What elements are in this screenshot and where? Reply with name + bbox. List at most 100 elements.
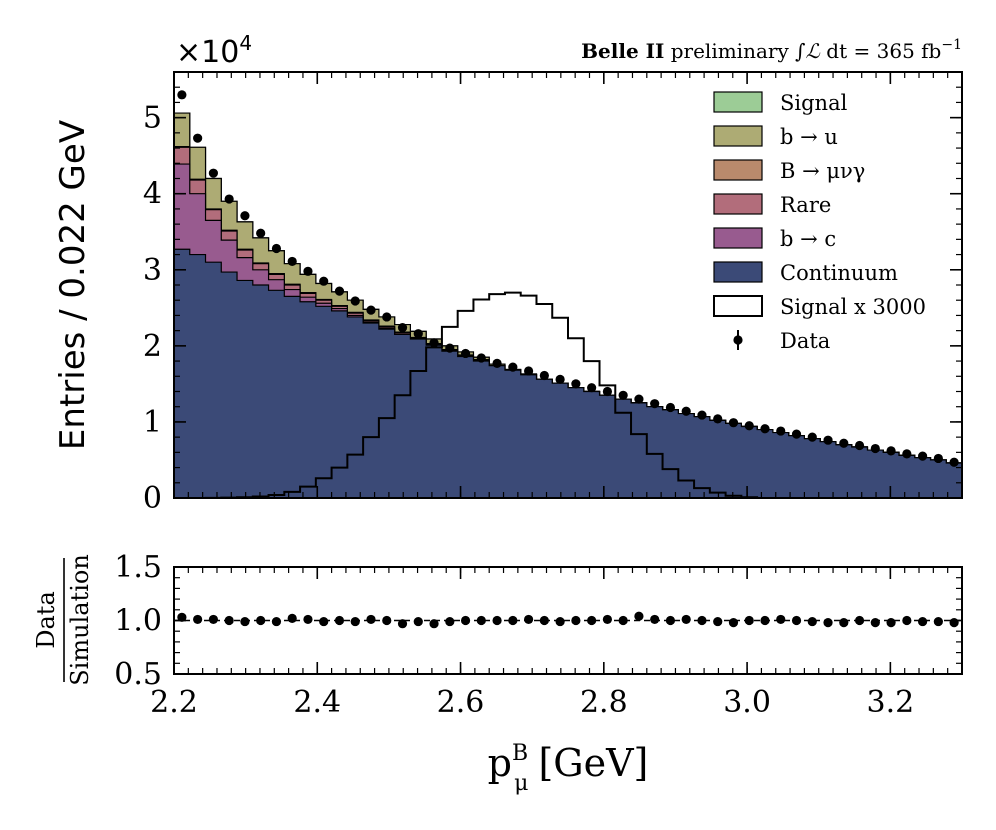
ratio-point <box>776 614 786 625</box>
lumi-integral: ∫ <box>795 39 805 63</box>
data-point <box>681 406 691 416</box>
ratio-point <box>791 615 802 626</box>
legend-swatch <box>713 227 763 249</box>
stacked-histograms <box>173 112 963 499</box>
data-point <box>460 348 471 359</box>
data-point <box>555 374 565 384</box>
legend-swatch <box>713 125 763 147</box>
data-point <box>854 440 865 451</box>
data-point <box>713 414 723 424</box>
legend-label: Rare <box>780 193 831 217</box>
ratio-denominator: Simulation <box>66 554 94 686</box>
ratio-point <box>429 619 439 629</box>
ratio-y-axis-title: Data Simulation <box>32 554 94 686</box>
y-tick-label: 3 <box>143 253 162 288</box>
x-axis-title-unit: [GeV] <box>538 741 648 785</box>
ratio-point <box>271 616 282 627</box>
ratio-point <box>760 615 770 626</box>
ratio-point <box>208 614 218 625</box>
data-point <box>587 383 597 393</box>
ratio-point <box>334 615 345 626</box>
data-point <box>634 394 644 404</box>
data-point <box>224 194 234 204</box>
legend-label: b → c <box>780 227 836 251</box>
ratio-point <box>571 615 581 626</box>
data-point <box>823 435 833 445</box>
x-tick-label: 3.2 <box>867 685 915 720</box>
ratio-point <box>823 618 833 628</box>
legend-swatch <box>713 261 763 283</box>
ratio-point <box>287 613 297 623</box>
y-multiplier-base: ×10 <box>176 35 239 70</box>
legend-label: Data <box>780 329 830 353</box>
ratio-point <box>902 615 912 626</box>
ratio-point <box>728 618 739 628</box>
ratio-point <box>350 616 360 627</box>
ratio-point <box>366 614 376 625</box>
legend-swatch <box>713 91 763 113</box>
main-panel-ticks: 0 1 2 3 4 5 <box>143 71 963 516</box>
ratio-point <box>744 615 754 626</box>
ratio-point <box>445 616 455 627</box>
data-point <box>240 211 250 221</box>
ratio-point <box>382 615 392 626</box>
data-point <box>350 296 360 306</box>
legend-label: Signal x 3000 <box>780 295 926 319</box>
data-point <box>791 429 802 439</box>
y-multiplier: ×104 <box>176 31 252 70</box>
data-point <box>539 370 549 381</box>
legend-swatch <box>713 159 763 181</box>
data-point <box>287 256 297 267</box>
ratio-panel: 2.2 2.4 2.6 2.8 3.0 3.2 0.5 1.0 1.5 <box>114 550 963 720</box>
experiment-status: preliminary <box>671 39 790 63</box>
data-point <box>413 329 423 339</box>
y-tick-label: 1 <box>143 405 162 440</box>
ratio-point <box>460 615 471 626</box>
data-point <box>492 358 502 368</box>
ratio-point <box>697 615 707 626</box>
ratio-point <box>413 616 423 627</box>
data-point <box>571 379 581 389</box>
ratio-point <box>839 618 849 628</box>
x-tick-label: 2.4 <box>293 685 341 720</box>
ratio-point <box>918 616 928 627</box>
experiment-header: Belle II preliminary ∫ℒ dt = 365 fb−1 <box>581 37 962 63</box>
data-point <box>429 338 439 348</box>
ratio-point <box>524 614 534 625</box>
y-tick-label: 2 <box>143 329 162 364</box>
data-point <box>760 424 770 434</box>
data-point <box>886 446 896 456</box>
data-point <box>319 276 329 286</box>
data-point <box>256 228 266 238</box>
data-point <box>445 343 455 353</box>
x-axis-title-sup: B <box>512 741 528 766</box>
ratio-point <box>949 618 959 628</box>
ratio-point <box>618 615 628 626</box>
ratio-point <box>508 615 518 626</box>
ratio-point <box>240 616 250 627</box>
x-tick-label: 2.6 <box>437 685 485 720</box>
ratio-point <box>256 615 266 626</box>
data-point <box>618 390 628 400</box>
ratio-point <box>870 618 880 628</box>
data-point <box>382 312 392 322</box>
x-tick-label: 2.8 <box>580 685 628 720</box>
ratio-point <box>587 615 597 626</box>
legend-swatch <box>713 193 763 215</box>
x-tick-label: 3.0 <box>723 685 771 720</box>
ratio-point <box>476 615 486 626</box>
legend-marker <box>733 335 743 345</box>
stack-continuum <box>173 248 963 499</box>
ratio-point <box>193 614 203 625</box>
legend-label: Continuum <box>780 261 898 285</box>
legend: Signal b → u B → μνγ Rare b → c Continuum Sign… <box>713 91 926 353</box>
lumi-dt: dt <box>826 39 847 63</box>
ratio-y-tick-label: 0.5 <box>114 657 162 692</box>
ratio-point <box>397 619 408 629</box>
data-point <box>602 386 613 397</box>
data-point <box>902 449 912 459</box>
data-point <box>697 410 707 420</box>
experiment-name: Belle II <box>581 39 664 63</box>
ratio-point <box>665 615 676 626</box>
